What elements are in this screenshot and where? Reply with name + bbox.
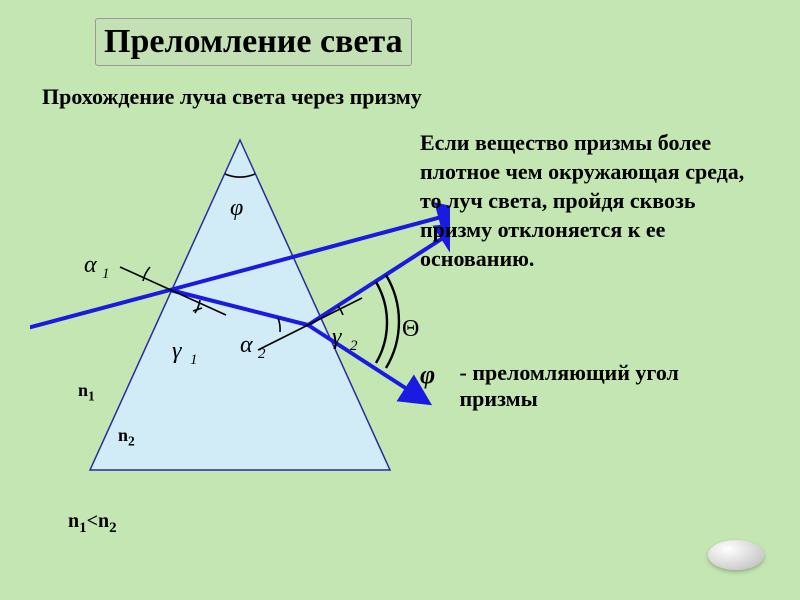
svg-text:γ: γ — [172, 338, 182, 364]
rel-n2: n — [98, 510, 109, 532]
label-n1: n1 — [78, 380, 95, 405]
index-relation: n1<n2 — [68, 510, 117, 537]
svg-text:2: 2 — [258, 346, 266, 362]
rel-op: < — [87, 510, 98, 532]
label-phi: φ — [230, 195, 243, 221]
svg-text:γ: γ — [332, 324, 342, 350]
n2-letter: n — [118, 425, 128, 445]
rel-n2-sub: 2 — [109, 520, 117, 536]
svg-text:Θ: Θ — [402, 316, 419, 342]
angle-definition-text: - преломляющий угол призмы — [460, 360, 760, 412]
subtitle: Прохождение луча света через призму — [42, 84, 422, 110]
svg-text:α: α — [84, 252, 97, 278]
label-alpha1: α1 — [84, 252, 110, 282]
page-title: Преломление света — [104, 23, 403, 61]
n1-subscript: 1 — [88, 389, 95, 404]
label-theta: Θ — [402, 316, 419, 342]
n1-letter: n — [78, 380, 88, 400]
n2-subscript: 2 — [128, 434, 135, 449]
arc-theta2 — [376, 282, 387, 363]
refraction-diagram: φ α1 γ1 α2 γ2 Θ — [30, 120, 450, 480]
ray-incident — [30, 290, 170, 330]
next-button[interactable] — [708, 540, 764, 570]
angle-definition: φ - преломляющий угол призмы — [420, 360, 780, 412]
phi-symbol: φ — [420, 360, 454, 390]
svg-text:φ: φ — [230, 195, 243, 221]
rel-n1: n — [68, 510, 79, 532]
svg-text:2: 2 — [350, 338, 358, 354]
title-box: Преломление света — [95, 18, 412, 66]
rel-n1-sub: 1 — [79, 520, 87, 536]
svg-text:1: 1 — [102, 266, 110, 282]
svg-text:1: 1 — [190, 352, 198, 368]
explanation-text: Если вещество призмы более плотное чем о… — [420, 128, 770, 273]
label-n2: n2 — [118, 425, 135, 450]
prism-triangle — [90, 140, 390, 470]
svg-text:α: α — [240, 332, 253, 358]
